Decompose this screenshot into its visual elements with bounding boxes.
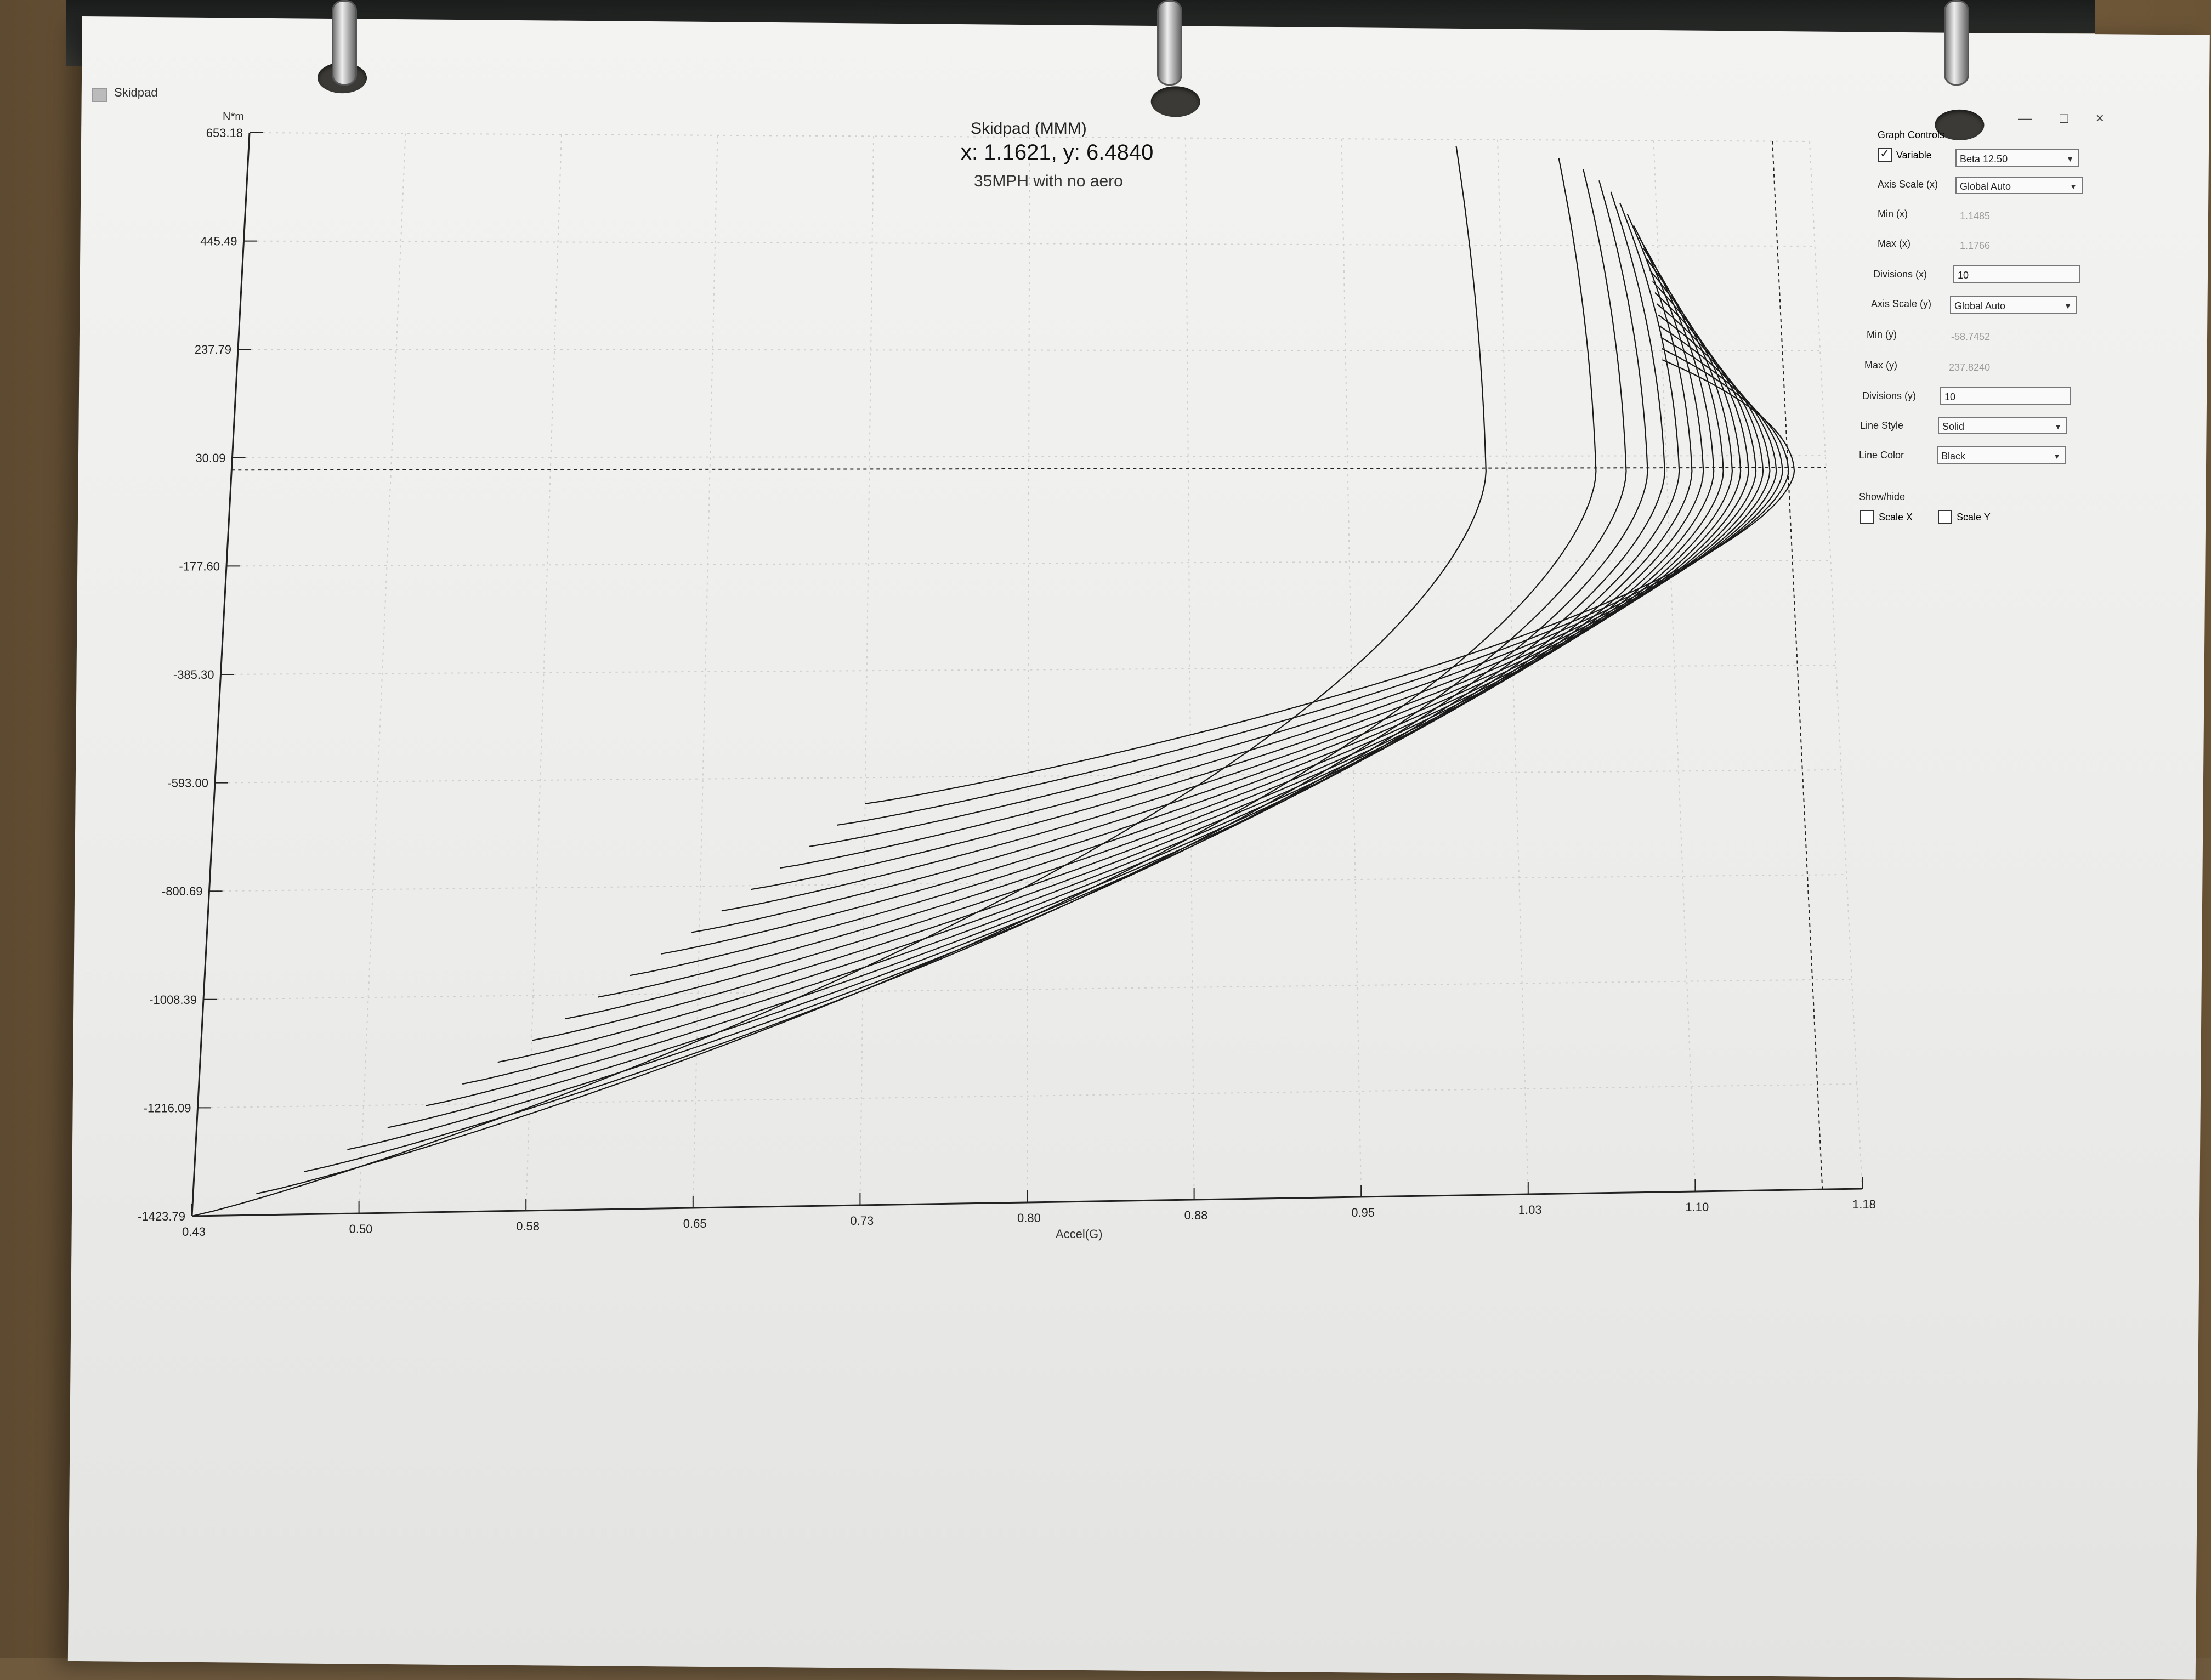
- variable-select[interactable]: Beta 12.50 ▼: [1955, 149, 2079, 167]
- series-line: [192, 146, 1486, 1216]
- scale-x-label: Scale X: [1879, 512, 1913, 523]
- grid-lines: [198, 133, 1863, 1213]
- axis-scale-y-value: Global Auto: [1954, 300, 2005, 311]
- series-line: [347, 180, 1647, 1149]
- minimize-icon[interactable]: —: [2018, 110, 2060, 126]
- maximize-icon[interactable]: □: [2060, 110, 2096, 126]
- divisions-y-input[interactable]: 10: [1940, 387, 2071, 405]
- scale-y-checkbox-row[interactable]: Scale Y: [1938, 510, 1991, 524]
- y-tick-label: -1008.39: [149, 993, 197, 1007]
- max-x-field: 1.1766: [1955, 236, 2076, 253]
- x-tick-label: 0.50: [349, 1222, 373, 1236]
- axis-scale-y-label: Axis Scale (y): [1871, 298, 1931, 310]
- x-tick-label: 0.88: [1184, 1208, 1208, 1222]
- scale-y-checkbox[interactable]: [1938, 510, 1952, 524]
- line-style-label: Line Style: [1860, 420, 1903, 432]
- window-controls: —□×: [2018, 110, 2131, 127]
- x-tick-labels: 0.43 0.50 0.58 0.65 0.73 0.80 0.88 0.95 1.03 1.10…: [182, 1197, 1876, 1239]
- cursor-readout: x: 1.1621, y: 6.4840: [961, 140, 1153, 165]
- min-x-field: 1.1485: [1955, 206, 2076, 224]
- series-line: [257, 158, 1596, 1194]
- grid-line-horizontal: [221, 665, 1836, 674]
- min-y-label: Min (y): [1867, 329, 1897, 340]
- y-tick-label: 237.79: [195, 343, 231, 356]
- y-axis-unit: N*m: [223, 111, 244, 123]
- min-y-field: -58.7452: [1947, 327, 2067, 344]
- y-tick-label: 30.09: [195, 451, 225, 465]
- grid-line-horizontal: [233, 456, 1826, 458]
- max-y-field: 237.8240: [1944, 357, 2065, 375]
- close-icon[interactable]: ×: [2096, 110, 2131, 126]
- legend-swatch[interactable]: [92, 88, 107, 102]
- scale-x-checkbox[interactable]: [1860, 510, 1874, 524]
- divisions-x-input[interactable]: 10: [1953, 265, 2080, 283]
- y-tick-label: -593.00: [167, 776, 208, 790]
- chart-title: Skidpad (MMM): [971, 120, 1087, 138]
- show-hide-label: Show/hide: [1859, 491, 1905, 503]
- y-tick-label: -385.30: [173, 668, 214, 682]
- axis-scale-x-value: Global Auto: [1960, 181, 2011, 192]
- max-y-label: Max (y): [1864, 360, 1897, 371]
- series-line: [565, 248, 1724, 1019]
- x-tick-label: 1.18: [1852, 1197, 1876, 1211]
- variable-checkbox-row[interactable]: Variable: [1878, 148, 1932, 162]
- x-tick-label: 0.73: [850, 1214, 874, 1228]
- axis-scale-y-select[interactable]: Global Auto ▼: [1950, 296, 2077, 314]
- series-line: [532, 237, 1714, 1041]
- x-axis-label: Accel(G): [1056, 1227, 1103, 1241]
- scale-y-label: Scale Y: [1957, 512, 1991, 523]
- series-line: [722, 304, 1763, 911]
- chevron-down-icon: ▼: [2070, 178, 2077, 195]
- x-tick-label: 0.95: [1351, 1206, 1375, 1219]
- x-tick-label: 1.10: [1685, 1200, 1709, 1214]
- line-color-label: Line Color: [1859, 450, 1904, 461]
- scale-x-checkbox-row[interactable]: Scale X: [1860, 510, 1913, 524]
- series-line: [809, 337, 1782, 847]
- grid-line-horizontal: [238, 349, 1820, 351]
- series-line: [630, 270, 1741, 975]
- chevron-down-icon: ▼: [2066, 150, 2074, 168]
- y-tick-label: -1423.79: [138, 1210, 185, 1223]
- grid-line-horizontal: [203, 979, 1852, 1000]
- max-x-label: Max (x): [1878, 238, 1910, 249]
- x-tick-label: 0.58: [516, 1219, 540, 1233]
- series-line: [426, 203, 1679, 1105]
- y-tick-label: 653.18: [206, 126, 243, 140]
- grid-line-horizontal: [198, 1084, 1857, 1108]
- variable-label: Variable: [1896, 150, 1932, 161]
- legend-label: Skidpad: [114, 86, 158, 100]
- divisions-y-label: Divisions (y): [1862, 390, 1916, 402]
- graph-controls-title: Graph Controls: [1878, 129, 1944, 141]
- series-line: [462, 214, 1692, 1084]
- x-tick-label: 1.03: [1518, 1203, 1542, 1217]
- line-style-select[interactable]: Solid ▼: [1938, 417, 2067, 434]
- y-tick-label: -1216.09: [144, 1101, 191, 1115]
- y-tick-label: -177.60: [179, 559, 220, 573]
- x-tick-label: 0.80: [1017, 1211, 1041, 1225]
- y-tick-label: 445.49: [200, 235, 237, 248]
- chart-subtitle: 35MPH with no aero: [974, 172, 1123, 191]
- y-tick-label: -800.69: [162, 884, 203, 898]
- min-x-label: Min (x): [1878, 208, 1908, 220]
- axis-scale-x-select[interactable]: Global Auto ▼: [1955, 177, 2083, 194]
- line-color-value: Black: [1941, 451, 1965, 462]
- variable-checkbox[interactable]: [1878, 148, 1892, 162]
- line-style-value: Solid: [1942, 421, 1964, 432]
- x-tick-label: 0.43: [182, 1225, 206, 1239]
- grid-line-vertical: [1342, 139, 1362, 1197]
- series-line: [865, 360, 1794, 804]
- series-line: [691, 293, 1756, 933]
- chevron-down-icon: ▼: [2064, 297, 2072, 315]
- chevron-down-icon: ▼: [2053, 447, 2061, 465]
- x-tick-label: 0.65: [683, 1217, 707, 1230]
- series-curves: [192, 146, 1794, 1216]
- chevron-down-icon: ▼: [2054, 418, 2062, 435]
- divisions-x-label: Divisions (x): [1873, 269, 1927, 280]
- variable-select-value: Beta 12.50: [1960, 154, 2008, 164]
- line-color-select[interactable]: Black ▼: [1937, 446, 2066, 464]
- grid-line-vertical: [1027, 137, 1030, 1202]
- axis-scale-x-label: Axis Scale (x): [1878, 179, 1938, 190]
